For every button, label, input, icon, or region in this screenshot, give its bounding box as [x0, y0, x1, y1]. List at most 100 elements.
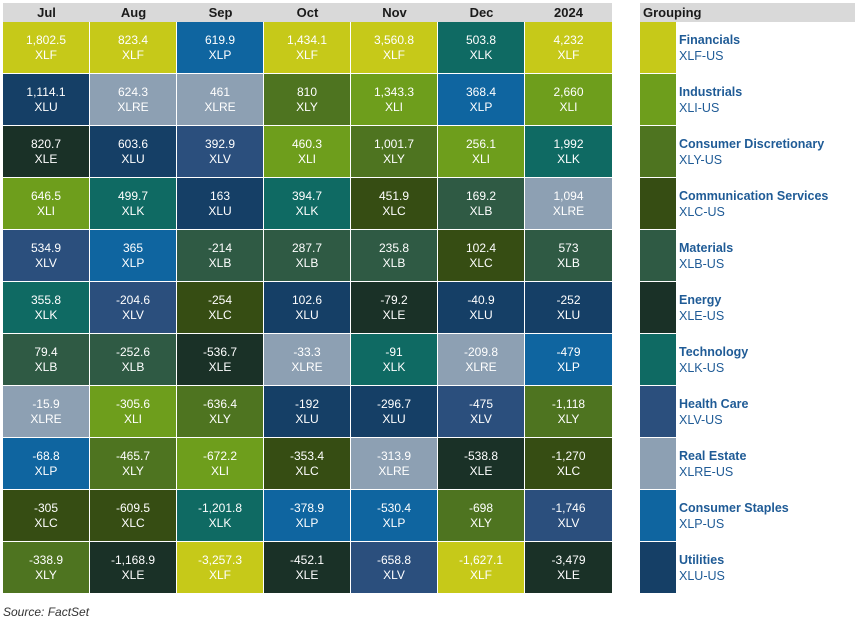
cell-ticker: XLK — [34, 307, 58, 322]
cell-ticker: XLE — [382, 307, 406, 322]
cell-value: 365 — [122, 240, 144, 255]
table-row: 355.8 XLK -204.6 XLV -254 XLC 102.6 XLU -79.2 XLE… — [3, 282, 612, 334]
legend-swatch — [640, 542, 676, 594]
table-row: 1,802.5 XLF 823.4 XLF 619.9 XLP 1,434.1 XLF 3,56… — [3, 22, 612, 74]
legend-text: Communication Services XLC-US — [676, 178, 828, 230]
cell-ticker: XLI — [384, 99, 403, 114]
cell-ticker: XLB — [469, 203, 493, 218]
cell-value: 169.2 — [465, 188, 497, 203]
cell-value: -338.9 — [28, 552, 64, 567]
legend-item: Financials XLF-US — [640, 22, 855, 74]
cell-ticker: XLI — [297, 151, 316, 166]
legend-text: Health Care XLV-US — [676, 386, 748, 438]
table-cell: 163 XLU — [177, 178, 264, 230]
legend-swatch — [640, 74, 676, 126]
table-cell: -609.5 XLC — [90, 490, 177, 542]
table-cell: -33.3 XLRE — [264, 334, 351, 386]
returns-table: Jul Aug Sep Oct Nov Dec 2024 1,802.5 XLF 823.4 XL… — [3, 3, 612, 594]
legend-ticker: XLY-US — [679, 153, 723, 167]
table-cell: 820.7 XLE — [3, 126, 90, 178]
cell-ticker: XLB — [557, 255, 580, 270]
cell-ticker: XLF — [469, 567, 492, 582]
legend-swatch — [640, 282, 676, 334]
table-cell: 102.4 XLC — [438, 230, 525, 282]
cell-ticker: XLC — [295, 463, 319, 478]
legend-sector-name: Consumer Discretionary — [679, 137, 825, 151]
cell-ticker: XLE — [208, 359, 232, 374]
cell-value: 287.7 — [291, 240, 323, 255]
cell-value: -609.5 — [115, 500, 151, 515]
cell-ticker: XLU — [208, 203, 232, 218]
cell-value: -1,627.1 — [458, 552, 504, 567]
legend-sector-name: Financials — [679, 33, 741, 47]
cell-ticker: XLC — [469, 255, 493, 270]
legend-swatch — [640, 178, 676, 230]
cell-value: 1,802.5 — [25, 32, 67, 47]
cell-ticker: XLU — [34, 99, 58, 114]
table-cell: -378.9 XLP — [264, 490, 351, 542]
legend-sector-name: Materials — [679, 241, 734, 255]
cell-ticker: XLY — [557, 411, 580, 426]
cell-ticker: XLV — [470, 411, 492, 426]
cell-ticker: XLP — [557, 359, 580, 374]
legend-ticker: XLE-US — [679, 309, 725, 323]
cell-value: -698 — [468, 500, 494, 515]
legend-text: Technology XLK-US — [676, 334, 748, 386]
cell-ticker: XLE — [557, 567, 580, 582]
cell-ticker: XLI — [123, 411, 142, 426]
cell-ticker: XLF — [295, 47, 318, 62]
cell-ticker: XLY — [296, 99, 318, 114]
table-cell: 3,560.8 XLF — [351, 22, 438, 74]
legend-text: Energy XLE-US — [676, 282, 724, 334]
cell-ticker: XLB — [208, 255, 232, 270]
cell-ticker: XLF — [34, 47, 57, 62]
table-cell: 1,992 XLK — [525, 126, 612, 178]
legend-item: Communication Services XLC-US — [640, 178, 855, 230]
column-header: Nov — [382, 5, 407, 20]
cell-value: 1,001.7 — [373, 136, 415, 151]
table-cell: 287.7 XLB — [264, 230, 351, 282]
legend-sector-name: Energy — [679, 293, 722, 307]
cell-ticker: XLV — [557, 515, 580, 530]
legend-ticker: XLI-US — [679, 101, 720, 115]
cell-value: 235.8 — [378, 240, 410, 255]
cell-ticker: XLF — [557, 47, 580, 62]
legend-items: Financials XLF-US Industrials XLI-US Consume… — [640, 22, 855, 594]
table-cell: 1,802.5 XLF — [3, 22, 90, 74]
legend-swatch — [640, 22, 676, 74]
legend-text: Financials XLF-US — [676, 22, 740, 74]
table-cell: 102.6 XLU — [264, 282, 351, 334]
cell-value: -254 — [207, 292, 233, 307]
cell-ticker: XLB — [382, 255, 406, 270]
legend-sector-name: Health Care — [679, 397, 749, 411]
cell-value: 499.7 — [117, 188, 149, 203]
cell-value: 2,660 — [553, 84, 584, 99]
table-cell: -40.9 XLU — [438, 282, 525, 334]
cell-value: -1,746 — [551, 500, 586, 515]
table-cell: -214 XLB — [177, 230, 264, 282]
table-cell: -338.9 XLY — [3, 542, 90, 594]
table-cell: -1,746 XLV — [525, 490, 612, 542]
table-cell: -479 XLP — [525, 334, 612, 386]
table-cell: 624.3 XLRE — [90, 74, 177, 126]
column-header: Dec — [469, 5, 494, 20]
cell-ticker: XLU — [295, 307, 319, 322]
table-cell: -672.2 XLI — [177, 438, 264, 490]
cell-value: -204.6 — [115, 292, 151, 307]
cell-value: 79.4 — [34, 344, 58, 359]
legend-ticker: XLV-US — [679, 413, 723, 427]
cell-value: 460.3 — [291, 136, 323, 151]
cell-ticker: XLB — [121, 359, 145, 374]
cell-value: 1,094 — [553, 188, 584, 203]
cell-ticker: XLI — [36, 203, 55, 218]
column-header: Sep — [208, 5, 233, 20]
table-cell: 823.4 XLF — [90, 22, 177, 74]
table-cell: -68.8 XLP — [3, 438, 90, 490]
cell-ticker: XLP — [34, 463, 58, 478]
table-cell: -313.9 XLRE — [351, 438, 438, 490]
cell-ticker: XLY — [209, 411, 231, 426]
table-cell: -79.2 XLE — [351, 282, 438, 334]
cell-value: 810 — [296, 84, 318, 99]
cell-ticker: XLC — [382, 203, 406, 218]
cell-ticker: XLB — [295, 255, 319, 270]
